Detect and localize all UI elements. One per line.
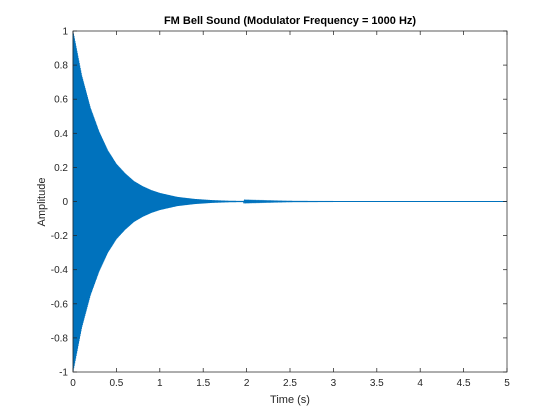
x-tick-label: 1 (157, 378, 163, 389)
x-tick-label: 2 (244, 378, 250, 389)
y-tick-label: -1 (59, 368, 68, 379)
x-tick-label: 0 (70, 378, 76, 389)
ticks-layer: 0 0.5 1 1.5 2 2.5 3 3.5 4 4.5 5 -1 -0.8 -0.6 -0.4 -0.2 0… (51, 27, 510, 390)
y-tick-label: -0.8 (51, 333, 69, 344)
x-tick-label: 3 (331, 378, 337, 389)
waveform-layer (72, 30, 507, 371)
x-tick-label: 1.5 (196, 378, 210, 389)
y-tick-label: 0.8 (54, 61, 68, 72)
y-tick-label: -0.6 (51, 299, 69, 310)
y-tick-label: 0.6 (54, 95, 68, 106)
x-tick-label: 4 (417, 378, 423, 389)
y-tick-label: 0 (62, 197, 68, 208)
y-tick-label: -0.4 (51, 265, 69, 276)
x-tick-label: 0.5 (109, 378, 123, 389)
x-tick-label: 4.5 (457, 378, 471, 389)
x-tick-label: 5 (504, 378, 510, 389)
y-tick-label: 1 (62, 27, 68, 38)
x-tick-label: 2.5 (283, 378, 297, 389)
y-tick-label: -0.2 (51, 231, 69, 242)
y-tick-label: 0.2 (54, 163, 68, 174)
x-tick-label: 3.5 (370, 378, 384, 389)
chart-title: FM Bell Sound (Modulator Frequency = 100… (164, 15, 416, 27)
y-tick-label: 0.4 (54, 129, 68, 140)
x-axis-label: Time (s) (270, 394, 310, 406)
y-axis-label: Amplitude (36, 178, 48, 227)
